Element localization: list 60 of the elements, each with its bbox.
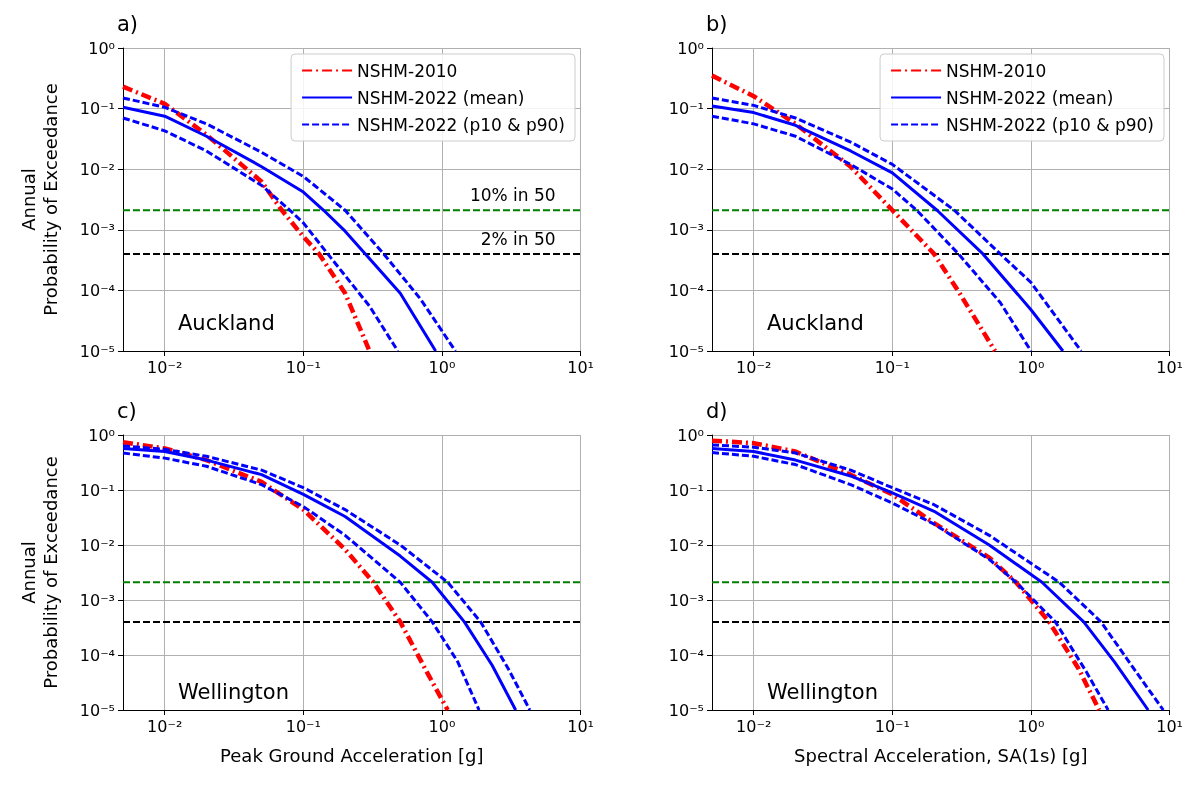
x-tick-label: 10¹ xyxy=(567,357,594,377)
chart-title: c) xyxy=(117,398,137,423)
x-tick-label: 10⁻² xyxy=(147,357,183,377)
y-tick-label: 10⁻⁵ xyxy=(79,700,115,720)
x-tick-label: 10⁻¹ xyxy=(874,357,910,377)
legend-label: NSHM-2022 (p10 & p90) xyxy=(946,114,1154,135)
y-tick-label: 10⁻⁵ xyxy=(668,341,704,361)
chart-title: a) xyxy=(117,11,139,36)
y-tick-label: 10⁻¹ xyxy=(668,99,704,119)
y-tick-label: 10⁻⁵ xyxy=(668,700,704,720)
x-tick-label: 10¹ xyxy=(1156,716,1183,736)
y-tick-label: 10⁰ xyxy=(677,38,704,58)
y-tick-label: 10⁰ xyxy=(88,425,115,445)
y-tick-label: 10⁻³ xyxy=(79,220,115,240)
legend-label: NSHM-2010 xyxy=(946,60,1047,81)
y-axis-title: Annual Probability of Exceedance xyxy=(17,83,61,316)
y-tick-label: 10⁻² xyxy=(668,159,704,179)
y-tick-label: 10⁻⁴ xyxy=(668,280,704,300)
y-tick-label: 10⁻¹ xyxy=(668,480,704,500)
annotation: Wellington xyxy=(767,679,878,704)
annotation: Auckland xyxy=(767,310,864,335)
chart-title: d) xyxy=(706,398,728,423)
y-tick-label: 10⁻⁴ xyxy=(668,645,704,665)
y-tick-label: 10⁻⁴ xyxy=(79,280,115,300)
y-axis-title: Annual Probability of Exceedance xyxy=(17,456,61,689)
ref-line-label: 10% in 50 xyxy=(469,185,556,206)
y-tick-label: 10⁻² xyxy=(668,535,704,555)
x-tick-label: 10⁻¹ xyxy=(285,716,321,736)
x-tick-label: 10⁻¹ xyxy=(874,716,910,736)
x-tick-label: 10⁰ xyxy=(1017,357,1045,377)
x-tick-label: 10⁰ xyxy=(1017,716,1045,736)
x-tick-label: 10¹ xyxy=(567,716,594,736)
x-tick-label: 10⁻¹ xyxy=(285,357,321,377)
legend-label: NSHM-2022 (p10 & p90) xyxy=(357,114,565,135)
x-axis-title: Spectral Acceleration, SA(1s) [g] xyxy=(794,744,1088,766)
x-tick-label: 10¹ xyxy=(1156,357,1183,377)
y-tick-label: 10⁰ xyxy=(88,38,115,58)
x-tick-label: 10⁻² xyxy=(736,716,772,736)
legend-label: NSHM-2022 (mean) xyxy=(357,87,525,108)
y-tick-label: 10⁻² xyxy=(79,159,115,179)
legend-label: NSHM-2010 xyxy=(357,60,458,81)
x-axis-title: Peak Ground Acceleration [g] xyxy=(220,744,484,766)
y-tick-label: 10⁻¹ xyxy=(79,99,115,119)
x-tick-label: 10⁻² xyxy=(147,716,183,736)
x-tick-label: 10⁻² xyxy=(736,357,772,377)
annotation: Auckland xyxy=(178,310,275,335)
legend-label: NSHM-2022 (mean) xyxy=(946,87,1114,108)
x-tick-label: 10⁰ xyxy=(428,716,456,736)
chart-title: b) xyxy=(706,11,728,36)
y-tick-label: 10⁻⁴ xyxy=(79,645,115,665)
y-tick-label: 10⁰ xyxy=(677,425,704,445)
y-tick-label: 10⁻² xyxy=(79,535,115,555)
y-tick-label: 10⁻³ xyxy=(668,590,704,610)
ref-line-label: 2% in 50 xyxy=(480,228,556,249)
y-tick-label: 10⁻⁵ xyxy=(79,341,115,361)
annotation: Wellington xyxy=(178,679,289,704)
y-tick-label: 10⁻³ xyxy=(79,590,115,610)
y-tick-label: 10⁻¹ xyxy=(79,480,115,500)
y-tick-label: 10⁻³ xyxy=(668,220,704,240)
x-tick-label: 10⁰ xyxy=(428,357,456,377)
